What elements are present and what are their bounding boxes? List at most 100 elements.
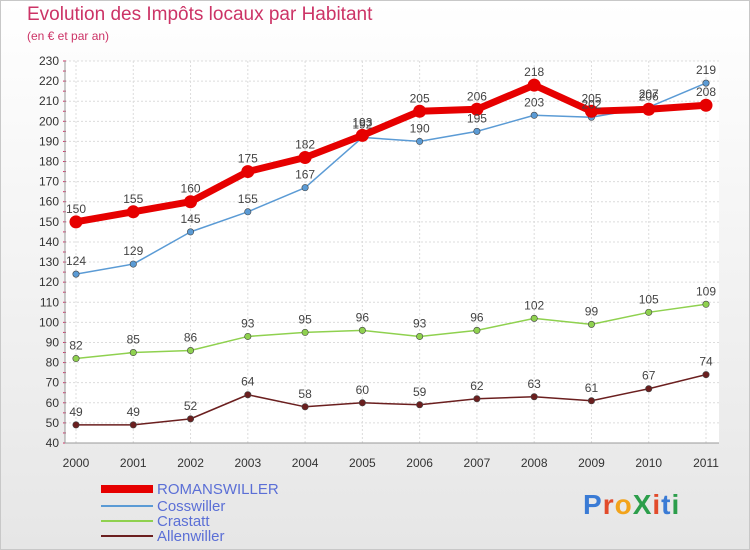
y-tick-label: 230 <box>39 54 59 68</box>
series-line-allenwiller <box>76 373 707 426</box>
legend-label: ROMANSWILLER <box>157 481 279 498</box>
data-label: 190 <box>410 121 430 135</box>
data-label: 93 <box>413 316 427 330</box>
data-label: 192 <box>352 117 372 131</box>
data-point <box>473 326 481 334</box>
data-point <box>416 332 424 340</box>
series-line-romanswiller <box>75 81 707 226</box>
x-tick-label: 2004 <box>292 456 319 470</box>
data-label: 155 <box>238 192 258 206</box>
data-point <box>587 397 595 405</box>
data-point <box>244 391 252 399</box>
data-label: 202 <box>581 97 601 111</box>
y-tick-label: 180 <box>39 155 59 169</box>
data-label: 129 <box>123 244 143 258</box>
chart-title: Evolution des Impôts locaux par Habitant <box>27 4 373 25</box>
data-label: 61 <box>585 381 599 395</box>
data-label: 193 <box>352 115 372 129</box>
data-label: 74 <box>699 355 713 369</box>
y-tick-label: 80 <box>46 356 60 370</box>
data-point <box>530 314 538 322</box>
x-tick-label: 2003 <box>234 456 261 470</box>
data-point <box>645 308 653 316</box>
data-label: 49 <box>127 405 141 419</box>
data-point <box>129 260 137 268</box>
data-label: 59 <box>413 385 427 399</box>
data-point <box>244 208 252 216</box>
y-tick-label: 120 <box>39 275 59 289</box>
data-label: 145 <box>181 212 201 226</box>
data-point <box>301 328 309 336</box>
data-label: 49 <box>69 405 83 419</box>
data-label: 195 <box>467 111 487 125</box>
logo-letter: t <box>661 489 672 520</box>
data-point <box>244 332 252 340</box>
data-point <box>72 421 80 429</box>
data-point <box>184 195 198 209</box>
y-tick-label: 130 <box>39 255 59 269</box>
data-label: 205 <box>410 91 430 105</box>
data-point <box>470 102 484 116</box>
data-label: 155 <box>123 192 143 206</box>
data-label: 203 <box>524 95 544 109</box>
proxiti-logo: ProXiti <box>583 489 680 521</box>
data-label: 95 <box>298 312 312 326</box>
data-point <box>413 104 427 118</box>
data-point <box>69 215 83 229</box>
data-label: 218 <box>524 65 544 79</box>
data-point <box>355 128 369 142</box>
data-label: 206 <box>639 89 659 103</box>
x-tick-label: 2000 <box>63 456 90 470</box>
series-line-crastatt <box>75 303 707 360</box>
data-label: 205 <box>581 91 601 105</box>
logo-letter: r <box>602 489 615 520</box>
data-label: 160 <box>181 182 201 196</box>
y-tick-label: 60 <box>46 396 60 410</box>
x-tick-label: 2008 <box>521 456 548 470</box>
y-tick-label: 70 <box>46 376 60 390</box>
y-tick-label: 40 <box>46 436 60 450</box>
data-point <box>416 401 424 409</box>
data-label: 96 <box>470 310 484 324</box>
y-tick-label: 140 <box>39 235 59 249</box>
y-tick-label: 110 <box>40 295 59 309</box>
data-label: 208 <box>696 85 716 99</box>
y-tick-label: 200 <box>39 114 59 128</box>
data-label: 150 <box>66 202 86 216</box>
data-point <box>301 184 309 192</box>
data-point <box>72 355 80 363</box>
data-label: 102 <box>524 298 544 312</box>
data-point <box>642 102 656 116</box>
data-point <box>416 137 424 145</box>
data-point <box>301 403 309 411</box>
data-point <box>129 421 137 429</box>
series-line-cosswiller <box>75 82 707 275</box>
data-label: 60 <box>356 383 370 397</box>
x-tick-label: 2011 <box>693 456 719 470</box>
data-label: 167 <box>295 168 315 182</box>
data-point <box>298 151 312 165</box>
x-tick-label: 2009 <box>578 456 605 470</box>
data-label: 82 <box>69 339 83 353</box>
data-point <box>530 393 538 401</box>
y-tick-label: 150 <box>39 215 59 229</box>
data-point <box>129 349 137 357</box>
data-point <box>126 205 140 219</box>
data-point <box>358 399 366 407</box>
data-point <box>187 415 195 423</box>
data-point <box>587 320 595 328</box>
data-label: 86 <box>184 331 198 345</box>
data-label: 207 <box>639 87 659 101</box>
y-tick-label: 220 <box>39 74 59 88</box>
data-label: 85 <box>127 333 141 347</box>
data-label: 182 <box>295 138 315 152</box>
data-label: 96 <box>356 310 370 324</box>
data-point <box>473 127 481 135</box>
data-label: 58 <box>298 387 312 401</box>
x-tick-label: 2002 <box>177 456 204 470</box>
data-point <box>645 385 653 393</box>
legend-label: Cosswiller <box>157 498 225 515</box>
x-tick-label: 2010 <box>635 456 662 470</box>
